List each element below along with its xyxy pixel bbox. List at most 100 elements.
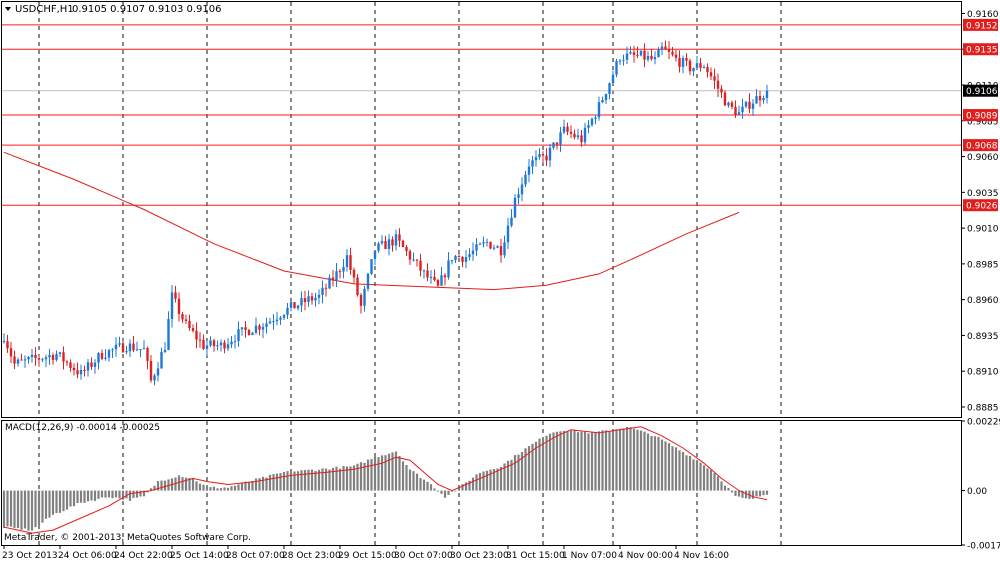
candle-body — [219, 342, 223, 346]
macd-bar — [534, 441, 538, 491]
macd-bar — [48, 490, 51, 518]
macd-bar — [363, 462, 366, 491]
macd-bar — [359, 462, 363, 491]
macd-bar — [349, 466, 352, 491]
macd-title: MACD(12,26,9) -0.00014 -0.00025 — [5, 423, 160, 433]
macd-bar — [342, 466, 345, 491]
candle-body — [51, 355, 55, 360]
candle-body — [765, 90, 769, 99]
x-tick-label: 24 Oct 06:00 — [58, 551, 117, 561]
candle-body — [23, 359, 27, 361]
macd-bar — [566, 431, 569, 491]
macd-bar — [765, 490, 769, 495]
macd-bar — [429, 484, 433, 491]
candle-body — [454, 256, 457, 261]
macd-bar — [569, 430, 573, 491]
candle-body — [548, 147, 552, 161]
y-tick-label: 0.9160 — [967, 10, 999, 20]
candle-body — [618, 60, 622, 62]
level-label-bg — [963, 109, 998, 122]
macd-bar — [671, 446, 674, 491]
macd-bar — [331, 467, 335, 491]
candle-body — [230, 341, 233, 345]
macd-bar — [55, 490, 58, 514]
macd-bar — [457, 486, 461, 491]
ohlc-readout: 0.9105 0.9107 0.9103 0.9106 — [72, 4, 222, 15]
candle-body — [195, 330, 198, 340]
candle-body — [415, 259, 419, 261]
candle-body — [296, 305, 300, 309]
macd-bar — [58, 490, 62, 513]
candle-body — [450, 260, 454, 262]
candle-body — [324, 287, 328, 289]
x-tick-label: 28 Oct 07:00 — [226, 551, 285, 561]
macd-bar — [741, 490, 744, 498]
macd-bar — [310, 469, 314, 491]
macd-bar — [97, 490, 100, 499]
candle-body — [755, 96, 758, 104]
macd-bar — [100, 490, 104, 498]
candle-body — [475, 244, 478, 251]
level-label-bg — [963, 43, 998, 56]
candle-body — [408, 251, 412, 260]
candle-body — [706, 67, 709, 73]
macd-bar — [265, 477, 268, 491]
macd-bar — [370, 459, 373, 491]
moving-average — [3, 151, 740, 291]
macd-bar — [422, 479, 426, 491]
candle-body — [394, 234, 398, 246]
moving-average-line — [3, 151, 740, 291]
candle-body — [380, 241, 384, 244]
macd-bar — [688, 456, 692, 491]
candle-body — [160, 351, 163, 369]
macd-bar — [167, 479, 170, 491]
level-label: 0.9089 — [966, 112, 998, 122]
macd-bar — [86, 490, 90, 502]
candle-body — [370, 259, 373, 274]
macd-bar — [590, 431, 594, 491]
macd-bar — [121, 490, 125, 500]
candle-body — [412, 259, 415, 261]
candle-body — [478, 243, 482, 245]
candles — [2, 40, 769, 386]
candle-body — [566, 126, 569, 132]
macd-bar — [104, 490, 107, 498]
candle-body — [534, 157, 538, 161]
macd-bar — [114, 490, 118, 498]
macd-bar — [324, 468, 328, 491]
candle-body — [226, 344, 230, 349]
x-tick-label: 4 Nov 16:00 — [674, 551, 729, 561]
candle-body — [293, 302, 296, 309]
macd-bar — [692, 459, 695, 491]
macd-bar — [433, 488, 436, 491]
macd-bar — [517, 454, 520, 491]
macd-bar — [289, 472, 293, 491]
candle-body — [258, 325, 261, 330]
candle-body — [55, 353, 58, 360]
macd-bar — [629, 427, 632, 491]
chevron-down-icon[interactable] — [5, 7, 11, 11]
candle-body — [629, 52, 632, 54]
candle-body — [62, 352, 65, 362]
macd-bar — [16, 490, 20, 529]
macd-bar — [230, 486, 233, 491]
candle-body — [2, 341, 6, 343]
y-tick-label: 0.9060 — [967, 153, 999, 163]
macd-bar — [646, 433, 650, 491]
macd-bar — [401, 461, 405, 491]
macd-bar — [678, 450, 681, 491]
y-tick-label: 0.8885 — [967, 403, 999, 413]
macd-bar — [576, 432, 580, 491]
macd-bar — [352, 465, 356, 491]
macd-bar — [328, 469, 331, 491]
candle-body — [310, 296, 314, 301]
candle-body — [468, 254, 471, 258]
macd-bar — [419, 478, 422, 491]
macd-bar — [219, 488, 223, 491]
candle-body — [639, 50, 643, 56]
macd-bar — [247, 481, 251, 491]
macd-bar — [555, 431, 559, 491]
macd-bar — [69, 490, 72, 507]
candle-body — [184, 319, 188, 321]
candle-body — [93, 362, 97, 367]
